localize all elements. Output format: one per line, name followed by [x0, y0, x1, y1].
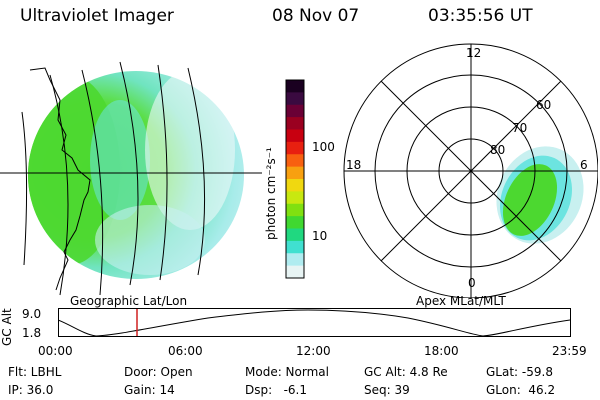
color-bar-scale: [286, 80, 304, 279]
info-flt: Flt: LBHL: [8, 365, 62, 379]
aurora-image: [28, 71, 244, 279]
geographic-image: [0, 61, 262, 296]
time-tick-1800: 18:00: [424, 344, 459, 358]
info-mode: Mode: Normal: [245, 365, 329, 379]
alt-tick-low: 1.8: [22, 326, 42, 340]
gc-alt-axis-label: GC Alt: [0, 308, 14, 346]
mlt-label-6: 6: [580, 158, 588, 172]
color-bar-segment: [286, 179, 304, 192]
colorbar-units-label: photon cm⁻²s⁻¹: [264, 147, 278, 240]
color-bar-segment: [286, 253, 304, 267]
color-bar-segment: [286, 92, 304, 106]
coastline: [29, 67, 91, 291]
colorbar-tick-10: 10: [312, 229, 328, 243]
polar-plot: [343, 43, 598, 298]
color-bar-segment: [286, 228, 304, 242]
color-bar-segment: [286, 216, 304, 229]
info-door: Door: Open: [124, 365, 193, 379]
instrument-title: Ultraviolet Imager: [20, 6, 174, 26]
color-bar-segment: [286, 129, 304, 143]
info-gc-alt: GC Alt: 4.8 Re: [364, 365, 448, 379]
colorbar-tick-100: 100: [312, 140, 335, 154]
color-bar-segment: [286, 80, 304, 93]
info-dsp: Dsp: -6.1: [245, 383, 308, 397]
altitude-curve: [58, 309, 571, 337]
mlat-label-80: 80: [490, 143, 506, 157]
polar-label: Apex MLat/MLT: [416, 294, 506, 308]
info-ip: IP: 36.0: [8, 383, 54, 397]
time-tick-0000: 00:00: [38, 344, 73, 358]
color-bar-segment: [286, 104, 304, 118]
mlat-label-60: 60: [536, 98, 552, 112]
mlt-label-18: 18: [346, 158, 362, 172]
info-glon: GLon: 46.2: [486, 383, 556, 397]
info-gain: Gain: 14: [124, 383, 175, 397]
color-bar: [285, 79, 305, 279]
alt-tick-high: 9.0: [22, 307, 42, 321]
observation-time: 03:35:56 UT: [428, 6, 533, 26]
time-tick-1200: 12:00: [296, 344, 331, 358]
time-tick-0600: 06:00: [168, 344, 203, 358]
info-glat: GLat: -59.8: [486, 365, 553, 379]
color-bar-segment: [286, 166, 304, 180]
color-bar-segment: [286, 154, 304, 168]
time-tick-2359: 23:59: [552, 344, 587, 358]
mlt-label-0: 0: [468, 276, 476, 290]
polar-grid: [343, 43, 598, 298]
lat-lon-grid: [0, 61, 262, 296]
color-bar-segment: [286, 240, 304, 254]
color-bar-segment: [286, 117, 304, 130]
color-bar-segment: [286, 191, 304, 205]
altitude-strip: [58, 308, 571, 337]
color-bar-segment: [286, 265, 304, 279]
observation-date: 08 Nov 07: [272, 6, 360, 26]
info-seq: Seq: 39: [364, 383, 410, 397]
geographic-label: Geographic Lat/Lon: [70, 294, 188, 308]
mlat-label-70: 70: [512, 121, 528, 135]
color-bar-segment: [286, 141, 304, 155]
mlt-label-12: 12: [466, 46, 482, 60]
color-bar-segment: [286, 203, 304, 217]
